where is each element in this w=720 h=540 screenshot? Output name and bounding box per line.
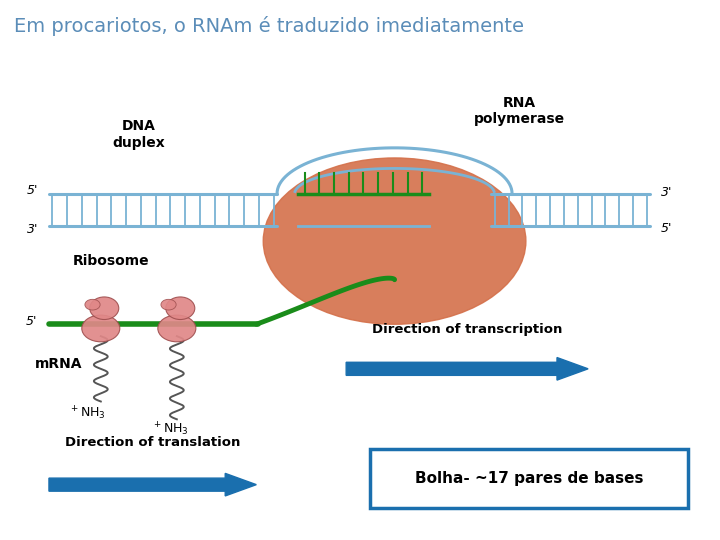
Text: 3': 3' (27, 222, 39, 236)
Text: mRNA: mRNA (35, 357, 83, 371)
Text: Ribosome: Ribosome (73, 254, 150, 268)
Text: 5': 5' (661, 221, 672, 234)
Ellipse shape (90, 297, 119, 320)
Text: RNA
polymerase: RNA polymerase (474, 96, 564, 126)
Text: DNA
duplex: DNA duplex (112, 119, 165, 150)
Text: 5': 5' (27, 184, 39, 197)
Text: Bolha- ~17 pares de bases: Bolha- ~17 pares de bases (415, 471, 644, 486)
Text: Em procariotos, o RNAm é traduzido imediatamente: Em procariotos, o RNAm é traduzido imedi… (14, 16, 524, 36)
Text: 5': 5' (26, 315, 37, 328)
Text: 3': 3' (661, 186, 672, 199)
Ellipse shape (158, 315, 196, 342)
Text: Direction of translation: Direction of translation (65, 436, 240, 449)
Text: Direction of transcription: Direction of transcription (372, 323, 562, 336)
Text: $^+$NH$_3$: $^+$NH$_3$ (68, 404, 105, 422)
Ellipse shape (85, 299, 100, 310)
Ellipse shape (264, 158, 526, 324)
Text: $^+$NH$_3$: $^+$NH$_3$ (152, 421, 188, 438)
Ellipse shape (161, 299, 176, 310)
FancyArrow shape (49, 474, 256, 496)
Ellipse shape (82, 315, 120, 342)
Ellipse shape (166, 297, 195, 320)
FancyArrow shape (346, 357, 588, 380)
FancyBboxPatch shape (370, 449, 688, 509)
